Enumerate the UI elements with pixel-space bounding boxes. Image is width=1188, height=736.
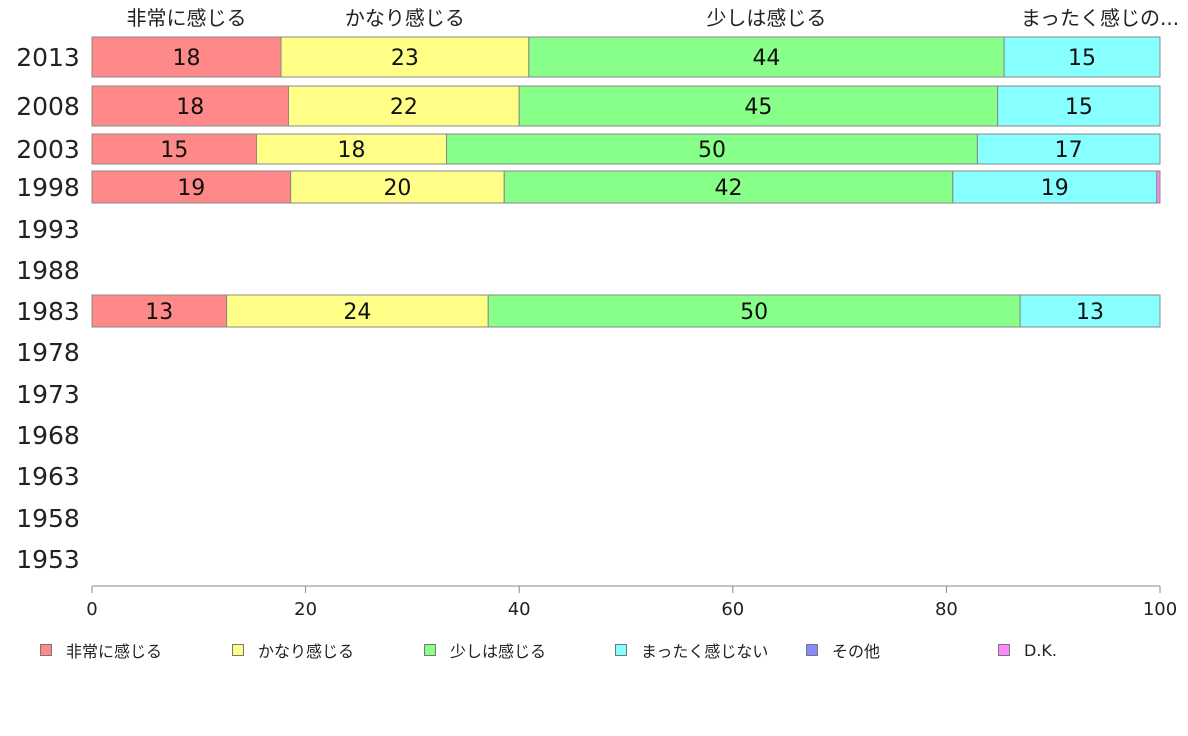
bar-segment — [255, 133, 448, 165]
bar-value-label: 45 — [744, 95, 772, 120]
bar-value-label: 50 — [698, 138, 726, 163]
bar-segment — [997, 85, 1161, 127]
category-label: 1963 — [16, 462, 80, 491]
bar-segment — [528, 36, 1005, 78]
bar-segment — [91, 36, 282, 78]
stacked-bar-chart: 2013200820031998199319881983197819731968… — [16, 6, 1179, 620]
category-label: 1973 — [16, 380, 80, 409]
bar-value-label: 18 — [173, 46, 201, 71]
x-tick-label: 100 — [1143, 599, 1177, 620]
bar-value-label: 15 — [1065, 95, 1093, 120]
legend-item-sukoshi: 少しは感じる — [424, 640, 547, 661]
category-label: 2003 — [16, 135, 80, 164]
bar-segment — [976, 133, 1161, 165]
category-label: 1958 — [16, 504, 80, 533]
bar-segment — [952, 170, 1158, 204]
legend-swatch — [232, 644, 244, 656]
legend-item-sonota: その他 — [806, 640, 881, 661]
category-label: 1953 — [16, 545, 80, 574]
bar-segment — [518, 85, 999, 127]
bar-segment — [91, 85, 290, 127]
category-label: 2008 — [16, 92, 80, 121]
legend-label: かなり感じる — [258, 642, 355, 661]
legend-label: まったく感じない — [641, 642, 769, 661]
legend-swatch — [40, 644, 52, 656]
bar-value-label: 17 — [1055, 138, 1083, 163]
category-label: 1998 — [16, 173, 80, 202]
bar-value-label: 23 — [391, 46, 419, 71]
chart-legend: 非常に感じる かなり感じる 少しは感じる まったく感じない その他 D.K. — [0, 636, 1188, 664]
top-series-label: まったく感じの... — [1021, 6, 1179, 30]
category-label: 1978 — [16, 338, 80, 367]
bar-segment — [91, 294, 228, 328]
category-label: 2013 — [16, 43, 80, 72]
bar-value-label: 19 — [177, 176, 205, 201]
bar-value-label: 13 — [145, 300, 173, 325]
legend-label: D.K. — [1024, 640, 1057, 660]
legend-item-hijou: 非常に感じる — [40, 640, 163, 661]
bar-value-label: 24 — [343, 300, 371, 325]
bar-segment — [487, 294, 1021, 328]
x-tick-label: 80 — [935, 599, 958, 620]
top-series-label: 少しは感じる — [706, 6, 826, 30]
category-label: 1983 — [16, 297, 80, 326]
legend-label: その他 — [832, 642, 881, 661]
bar-segment — [91, 133, 257, 165]
legend-label: 非常に感じる — [66, 642, 163, 661]
x-tick-label: 60 — [721, 599, 744, 620]
bar-segment — [1156, 170, 1161, 204]
category-label: 1988 — [16, 256, 80, 285]
x-tick-label: 40 — [508, 599, 531, 620]
x-tick-label: 0 — [86, 599, 97, 620]
bar-segment — [280, 36, 530, 78]
legend-swatch — [806, 644, 818, 656]
bar-segment — [1003, 36, 1161, 78]
category-label: 1968 — [16, 421, 80, 450]
bar-segment — [226, 294, 489, 328]
legend-item-dk: D.K. — [998, 640, 1057, 660]
bar-value-label: 18 — [176, 95, 204, 120]
legend-label: 少しは感じる — [450, 642, 547, 661]
legend-item-kanari: かなり感じる — [232, 640, 355, 661]
bar-segment — [288, 85, 520, 127]
legend-swatch — [998, 644, 1010, 656]
category-label: 1993 — [16, 215, 80, 244]
bar-segment — [1019, 294, 1161, 328]
bar-value-label: 22 — [390, 95, 418, 120]
bar-value-label: 15 — [1068, 46, 1096, 71]
bar-value-label: 42 — [715, 176, 743, 201]
bar-value-label: 19 — [1041, 176, 1069, 201]
top-series-label: 非常に感じる — [127, 6, 247, 30]
x-tick-label: 20 — [294, 599, 317, 620]
legend-swatch — [615, 644, 627, 656]
legend-item-mattaku: まったく感じない — [615, 640, 769, 661]
bar-segment — [91, 170, 292, 204]
bar-value-label: 15 — [160, 138, 188, 163]
bar-value-label: 44 — [752, 46, 780, 71]
bar-value-label: 50 — [740, 300, 768, 325]
bar-value-label: 13 — [1076, 300, 1104, 325]
top-series-label: かなり感じる — [345, 6, 465, 30]
bar-segment — [290, 170, 505, 204]
bar-value-label: 18 — [338, 138, 366, 163]
bar-value-label: 20 — [383, 176, 411, 201]
legend-swatch — [424, 644, 436, 656]
